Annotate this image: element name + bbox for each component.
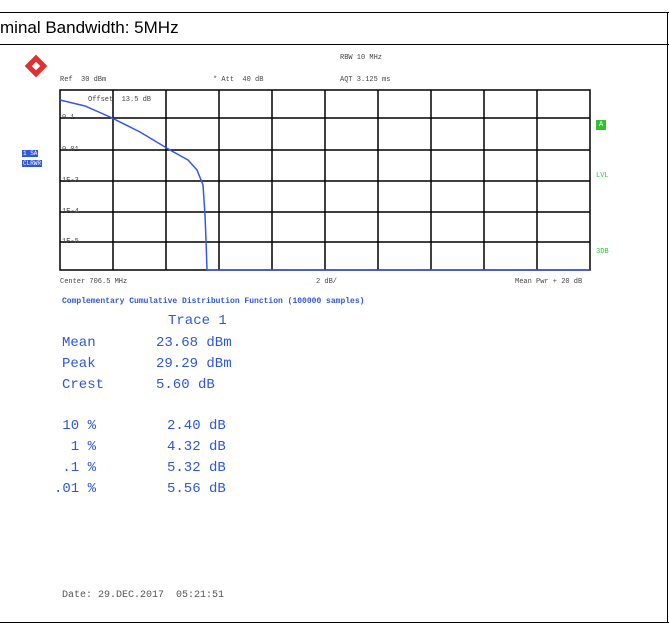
percentile-value: 4.32 dB [167,439,226,455]
trace-tag: CLRWR [22,160,43,167]
stat-value: 23.68 dBm [156,335,232,351]
right-tag: LVL [596,172,609,180]
aqt-label: AQT 3.125 ms [340,76,391,84]
y-label: 0.1 [62,114,75,122]
center-label: Center 706.5 MHz [60,278,128,286]
rbw-label: RBW 10 MHz [340,54,383,62]
trace-label: Trace 1 [168,313,227,329]
stat-value: 29.29 dBm [156,356,232,372]
y-label: 0.01 [62,146,79,154]
header-title: minal Bandwidth: 5MHz [0,18,179,37]
stat-name: Mean [62,335,96,351]
y-label: 1E-3 [62,177,79,185]
att-label: * Att 40 dB [213,76,264,84]
scale-label: 2 dB/ [316,278,338,286]
percentile-value: 5.32 dB [167,460,226,476]
percentile-value: 5.56 dB [167,481,226,497]
percentile: 10 % [62,418,96,434]
offset-label: Offset 13.5 dB [88,96,152,104]
grid [59,89,591,271]
percentile: 1 % [70,439,96,455]
percentile: .1 % [62,460,96,476]
date: Date: 29.DEC.2017 05:21:51 [62,590,225,601]
ref-label: Ref 30 dBm [60,76,107,84]
results-title: Complementary Cumulative Distribution Fu… [62,297,365,306]
percentile: .01 % [53,481,96,497]
y-label: 1E-5 [62,238,79,246]
stat-name: Crest [62,377,105,393]
percentile-value: 2.40 dB [167,418,226,434]
stat-value: 5.60 dB [156,377,215,393]
logo [24,54,48,78]
meanpwr-label: Mean Pwr + 20 dB [515,278,583,286]
right-tag: 3DB [596,248,609,256]
ccdf-trace [59,99,590,271]
stat-name: Peak [62,356,96,372]
y-label: 1E-4 [62,208,79,216]
trace-tag: 1 SA [22,150,39,157]
right-tag: A [596,120,607,130]
